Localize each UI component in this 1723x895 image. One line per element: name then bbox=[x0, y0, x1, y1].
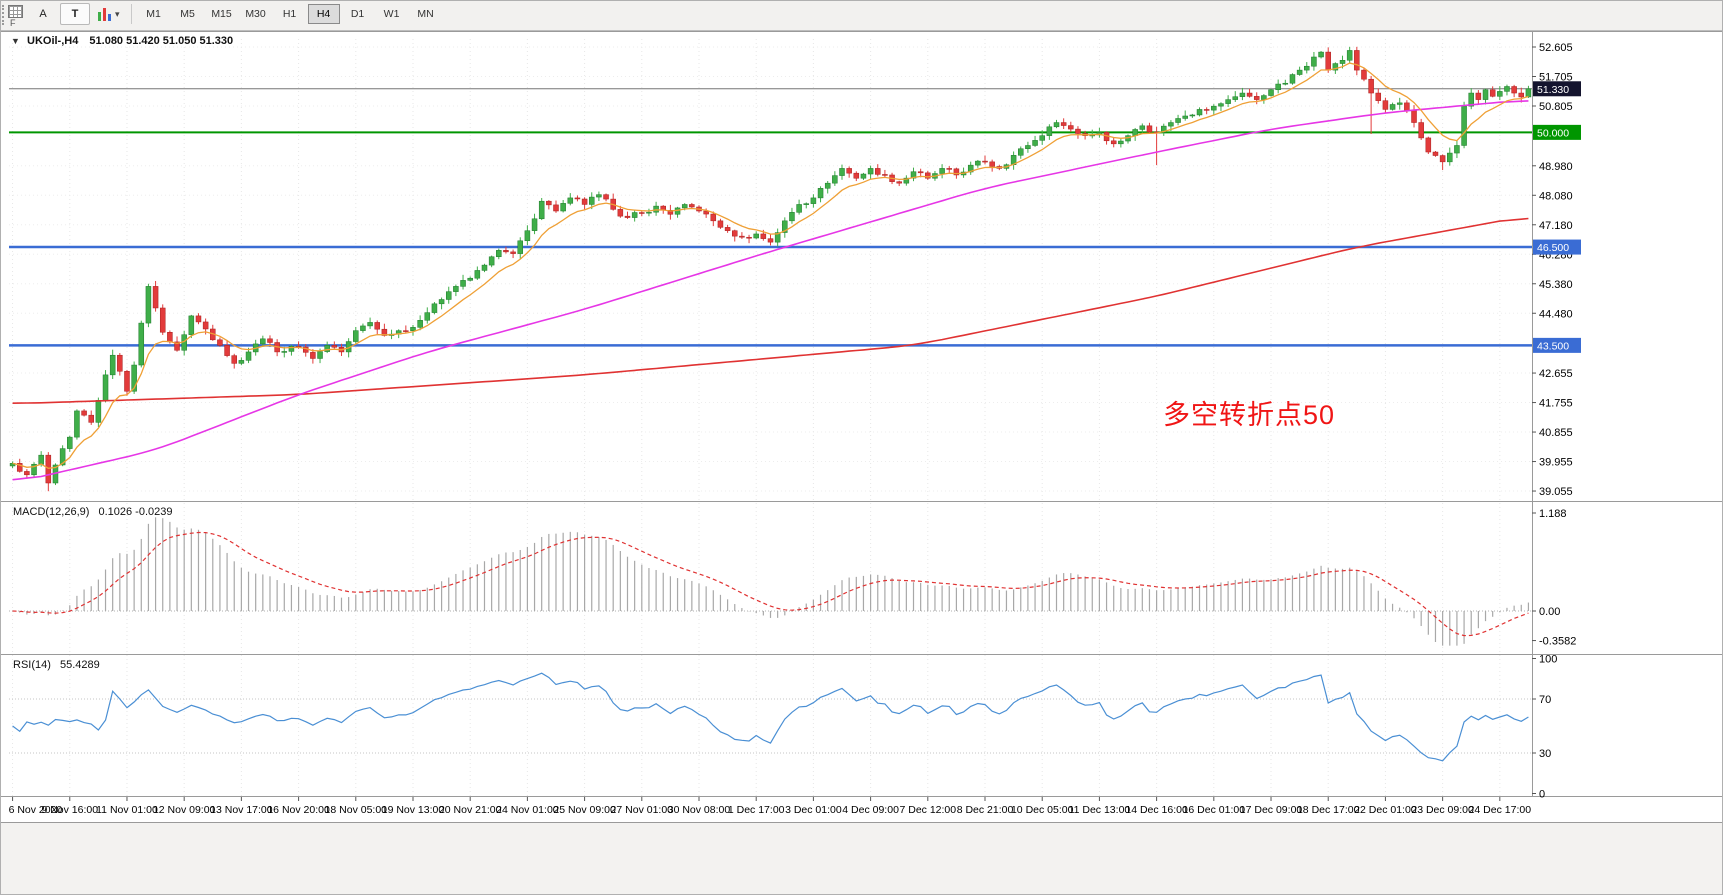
svg-text:11 Dec 13:00: 11 Dec 13:00 bbox=[1069, 804, 1131, 816]
svg-text:6 Nov 2020: 6 Nov 2020 bbox=[9, 804, 63, 816]
macd-values: 0.1026 -0.0239 bbox=[98, 506, 173, 518]
timeframe-m1-button[interactable]: M1 bbox=[146, 8, 161, 20]
svg-text:0: 0 bbox=[1539, 789, 1545, 801]
svg-text:-0.3582: -0.3582 bbox=[1539, 636, 1576, 648]
svg-text:52.605: 52.605 bbox=[1539, 42, 1573, 54]
svg-text:4 Dec 09:00: 4 Dec 09:00 bbox=[842, 804, 899, 816]
svg-text:70: 70 bbox=[1539, 694, 1551, 706]
toolbar: F A T ▾ M1 M5 M15 M30 H1 H4 D1 W1 MN bbox=[1, 1, 1722, 31]
svg-text:50.805: 50.805 bbox=[1539, 101, 1573, 113]
toolbar-drag-handle-icon[interactable] bbox=[2, 5, 7, 25]
timeframe-h1-button[interactable]: H1 bbox=[282, 8, 297, 20]
svg-text:25 Nov 09:00: 25 Nov 09:00 bbox=[553, 804, 616, 816]
svg-text:27 Nov 01:00: 27 Nov 01:00 bbox=[611, 804, 674, 816]
svg-text:3 Dec 01:00: 3 Dec 01:00 bbox=[785, 804, 842, 816]
svg-text:48.980: 48.980 bbox=[1539, 161, 1573, 173]
svg-text:41.755: 41.755 bbox=[1539, 398, 1573, 410]
timeframe-m5-button[interactable]: M5 bbox=[180, 8, 195, 20]
svg-text:30: 30 bbox=[1539, 748, 1551, 760]
svg-text:1 Dec 17:00: 1 Dec 17:00 bbox=[728, 804, 785, 816]
f-label: F bbox=[10, 18, 16, 28]
svg-text:20 Nov 21:00: 20 Nov 21:00 bbox=[439, 804, 502, 816]
svg-text:1.188: 1.188 bbox=[1539, 508, 1567, 520]
svg-text:12 Nov 09:00: 12 Nov 09:00 bbox=[153, 804, 216, 816]
svg-text:16 Nov 20:00: 16 Nov 20:00 bbox=[267, 804, 330, 816]
svg-text:9 Nov 16:00: 9 Nov 16:00 bbox=[41, 804, 98, 816]
svg-text:50.000: 50.000 bbox=[1537, 127, 1569, 139]
svg-text:51.330: 51.330 bbox=[1537, 84, 1569, 96]
timeframe-h4-button[interactable]: H4 bbox=[307, 4, 340, 24]
svg-text:0.00: 0.00 bbox=[1539, 606, 1560, 618]
text-label-tool-button[interactable]: A bbox=[39, 8, 47, 20]
svg-text:13 Nov 17:00: 13 Nov 17:00 bbox=[210, 804, 273, 816]
svg-text:42.655: 42.655 bbox=[1539, 368, 1573, 380]
svg-text:24 Dec 17:00: 24 Dec 17:00 bbox=[1469, 804, 1532, 816]
rsi-value: 55.4289 bbox=[59, 659, 100, 671]
rsi-pane-label: RSI(14) 55.4289 bbox=[13, 659, 100, 671]
timeframe-m30-button[interactable]: M30 bbox=[245, 8, 266, 20]
ohlc-values: 51.080 51.420 51.050 51.330 bbox=[89, 35, 234, 47]
svg-text:14 Dec 16:00: 14 Dec 16:00 bbox=[1125, 804, 1188, 816]
svg-text:45.380: 45.380 bbox=[1539, 279, 1573, 291]
svg-text:46.500: 46.500 bbox=[1537, 242, 1569, 254]
macd-pane-label: MACD(12,26,9) 0.1026 -0.0239 bbox=[13, 506, 173, 518]
svg-text:24 Nov 01:00: 24 Nov 01:00 bbox=[496, 804, 559, 816]
chart-annotation: 多空转折点50 bbox=[1163, 400, 1336, 430]
timeframe-d1-button[interactable]: D1 bbox=[350, 8, 365, 20]
svg-text:51.705: 51.705 bbox=[1539, 71, 1573, 83]
timeframe-m15-button[interactable]: M15 bbox=[211, 8, 232, 20]
svg-text:19 Nov 13:00: 19 Nov 13:00 bbox=[382, 804, 445, 816]
chevron-down-icon: ▾ bbox=[115, 8, 120, 19]
svg-text:11 Nov 01:00: 11 Nov 01:00 bbox=[96, 804, 158, 816]
svg-text:18 Dec 17:00: 18 Dec 17:00 bbox=[1297, 804, 1360, 816]
svg-text:39.055: 39.055 bbox=[1539, 486, 1573, 498]
timeframe-toolbar: M1 M5 M15 M30 H1 H4 D1 W1 MN bbox=[137, 4, 443, 24]
svg-text:47.180: 47.180 bbox=[1539, 220, 1573, 232]
svg-text:40.855: 40.855 bbox=[1539, 427, 1573, 439]
svg-text:8 Dec 21:00: 8 Dec 21:00 bbox=[957, 804, 1014, 816]
toolbar-separator bbox=[130, 4, 132, 24]
svg-text:10 Dec 05:00: 10 Dec 05:00 bbox=[1011, 804, 1074, 816]
svg-text:39.955: 39.955 bbox=[1539, 457, 1573, 469]
timeframe-mn-button[interactable]: MN bbox=[417, 8, 434, 20]
svg-text:22 Dec 01:00: 22 Dec 01:00 bbox=[1354, 804, 1417, 816]
svg-text:16 Dec 01:00: 16 Dec 01:00 bbox=[1183, 804, 1246, 816]
chart-collapse-icon[interactable]: ▼ bbox=[11, 36, 20, 46]
symbol-title: UKOil-,H4 bbox=[27, 35, 79, 47]
timeframe-w1-button[interactable]: W1 bbox=[383, 8, 400, 20]
svg-text:44.480: 44.480 bbox=[1539, 308, 1573, 320]
chart-header: UKOil-,H4 51.080 51.420 51.050 51.330 bbox=[27, 35, 233, 47]
indicators-button[interactable]: ▾ bbox=[92, 3, 125, 25]
svg-text:100: 100 bbox=[1539, 654, 1557, 666]
svg-text:48.080: 48.080 bbox=[1539, 190, 1573, 202]
svg-text:30 Nov 08:00: 30 Nov 08:00 bbox=[668, 804, 731, 816]
rsi-label: RSI(14) bbox=[13, 659, 51, 671]
svg-text:17 Dec 09:00: 17 Dec 09:00 bbox=[1240, 804, 1303, 816]
mini-candles-icon bbox=[97, 7, 112, 21]
text-tool-button[interactable]: T bbox=[60, 3, 90, 25]
svg-text:23 Dec 09:00: 23 Dec 09:00 bbox=[1411, 804, 1474, 816]
svg-text:18 Nov 05:00: 18 Nov 05:00 bbox=[325, 804, 388, 816]
svg-text:43.500: 43.500 bbox=[1537, 340, 1569, 352]
svg-text:7 Dec 12:00: 7 Dec 12:00 bbox=[899, 804, 956, 816]
grid-icon[interactable] bbox=[8, 5, 23, 18]
macd-label: MACD(12,26,9) bbox=[13, 506, 90, 518]
